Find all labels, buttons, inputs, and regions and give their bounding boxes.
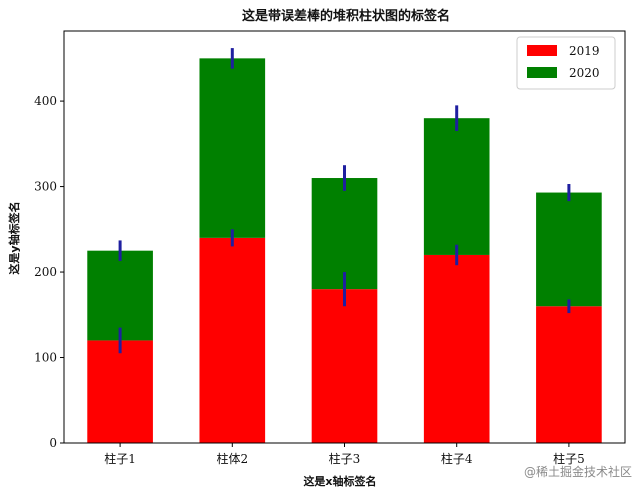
y-axis-label: 这是y轴标签名 xyxy=(7,201,21,274)
x-tick-label: 柱子4 xyxy=(441,451,473,466)
y-tick-label: 300 xyxy=(34,180,57,194)
legend-swatch-2020 xyxy=(527,67,557,78)
chart-title: 这是带误差棒的堆积柱状图的标签名 xyxy=(242,8,450,24)
x-axis-label: 这是x轴标签名 xyxy=(303,474,376,488)
y-tick-label: 0 xyxy=(49,436,57,450)
x-tick-label: 柱子1 xyxy=(104,451,136,466)
legend-label-2020: 2020 xyxy=(569,66,600,80)
y-tick-label: 400 xyxy=(34,94,57,108)
y-tick-label: 100 xyxy=(34,351,57,365)
x-tick-label: 柱子3 xyxy=(329,451,361,466)
bar-series-2019-5 xyxy=(536,306,602,443)
bar-series-2020-3 xyxy=(311,178,378,290)
x-tick-label: 柱子5 xyxy=(553,451,585,466)
bar-series-2019-2 xyxy=(199,237,266,443)
bar-series-2020-4 xyxy=(423,118,490,255)
bar-series-2019-1 xyxy=(87,340,153,443)
legend-label-2019: 2019 xyxy=(569,44,600,58)
bar-series-2020-1 xyxy=(87,250,153,341)
legend-box xyxy=(516,36,616,90)
x-tick-label: 柱体2 xyxy=(216,451,248,466)
bar-series-2019-4 xyxy=(423,254,490,443)
legend: 2019 2020 xyxy=(516,36,616,90)
x-axis: 柱子1 柱体2 柱子3 柱子4 柱子5 xyxy=(104,443,585,466)
y-axis: 0 100 200 300 400 xyxy=(34,94,64,450)
plot-area xyxy=(63,30,626,444)
bar-series-2020-2 xyxy=(199,58,266,238)
y-tick-label: 200 xyxy=(34,265,57,279)
watermark-text: @稀土掘金技术社区 xyxy=(524,464,632,479)
legend-swatch-2019 xyxy=(527,45,557,56)
bar-series-2020-5 xyxy=(536,192,602,307)
bar-series-2019-3 xyxy=(311,289,378,443)
